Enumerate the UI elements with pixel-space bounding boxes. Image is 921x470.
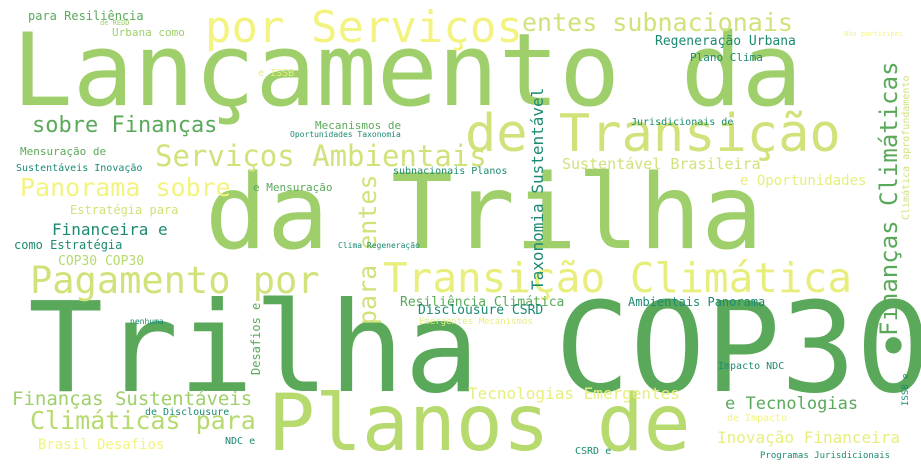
- word: Finanças Sustentáveis: [12, 388, 253, 410]
- word: Inovação Financeira: [717, 428, 901, 447]
- word: Sustentáveis Inovação: [16, 163, 143, 174]
- word: Panorama sobre: [20, 173, 231, 202]
- word: COP30 COP30: [58, 254, 145, 269]
- word: subnacionais Planos: [393, 166, 508, 177]
- word: Impacto NDC: [718, 361, 785, 372]
- word: de REDD: [100, 19, 130, 27]
- word: Tecnologias Emergentes: [468, 384, 680, 403]
- word: Pagamento por: [30, 259, 320, 302]
- word: Estratégia para: [70, 203, 179, 217]
- word: Climáticas para: [30, 406, 256, 435]
- word: Financeira e: [52, 220, 168, 239]
- word: e Mensuração: [253, 181, 333, 194]
- word: nenhuma: [130, 317, 164, 326]
- word: Desafios e: [249, 302, 263, 375]
- word: Disclousure CSRD: [418, 303, 544, 318]
- word: Mensuração de: [20, 145, 107, 158]
- word: e ISSB: [258, 68, 295, 79]
- word: por Serviços: [205, 2, 523, 53]
- word: Oportunidades Taxonomia: [290, 130, 401, 139]
- word: Finanças Climáticas: [875, 61, 903, 336]
- word: Emergentes Mecanismos: [419, 317, 533, 327]
- word: Jurisdicionais de: [631, 117, 734, 128]
- word: Trilha COP30: [28, 276, 921, 421]
- word: Resiliência Climática: [400, 295, 565, 310]
- word: Brasil Desafios: [38, 437, 165, 453]
- word: para Resiliência: [28, 9, 144, 23]
- word: da Trilha: [205, 153, 764, 273]
- word: Ambientais Panorama: [628, 295, 766, 309]
- word: Lançamento da: [12, 11, 803, 129]
- word: Programas Jurisdicionais: [760, 451, 891, 461]
- word: de Impacto: [727, 413, 788, 424]
- word: Não participei: [844, 30, 904, 38]
- word: Mecanismos de: [315, 119, 402, 132]
- word: Transição Climática: [383, 254, 852, 302]
- word: Plano Clima: [690, 51, 763, 64]
- word: Planos de: [268, 379, 691, 469]
- word: como Estratégia: [14, 238, 123, 252]
- word: de Disclousure: [145, 407, 230, 418]
- word: ISSB e: [901, 373, 911, 406]
- word: Regeneração Urbana: [655, 34, 796, 49]
- word: e Oportunidades: [740, 173, 867, 189]
- word: Taxonomia Sustentável: [528, 87, 547, 290]
- word: Serviços Ambientais: [155, 139, 487, 173]
- word: Clima Regeneração: [338, 241, 420, 250]
- word: e Tecnologias: [725, 394, 859, 414]
- word: Sustentável Brasileira: [562, 155, 761, 173]
- word: CSRD e: [575, 446, 612, 457]
- word: entes subnacionais: [522, 8, 793, 37]
- word: Urbana como: [112, 26, 185, 39]
- word: Climática aprofundamento: [901, 75, 912, 221]
- word: NDC e: [225, 436, 256, 447]
- word: sobre Finanças: [32, 113, 218, 138]
- word: de Transição: [465, 104, 841, 164]
